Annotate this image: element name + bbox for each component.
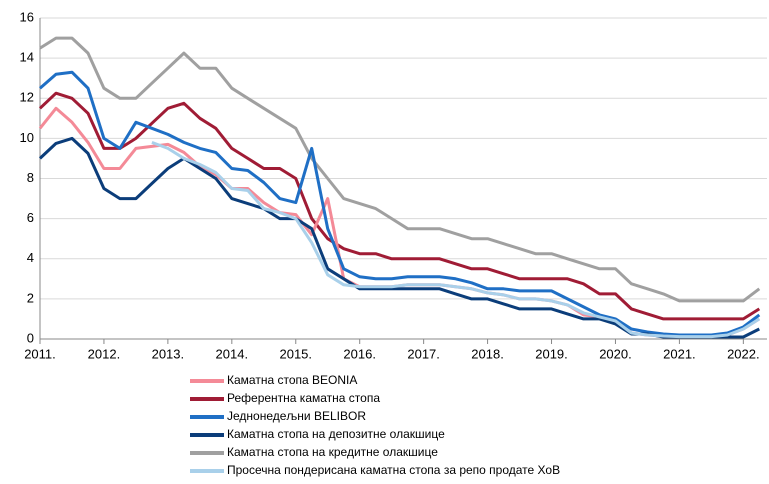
legend-label: Просечна пондерисана каматна стопа за ре… <box>227 463 560 477</box>
legend-label: Каматна стопа на кредитне олакшице <box>227 445 438 459</box>
y-tick-label: 14 <box>20 50 34 65</box>
x-tick-label: 2011. <box>24 346 56 361</box>
x-tick-label: 2019. <box>535 346 568 361</box>
series-line <box>38 91 761 321</box>
y-tick-label: 10 <box>20 130 34 145</box>
series-line <box>38 136 760 339</box>
y-tick-label: 16 <box>20 9 34 24</box>
x-tick-label: 2022. <box>727 346 760 361</box>
series-line <box>151 140 761 339</box>
legend-label: Каматна стопа на депозитне олакшице <box>227 427 445 441</box>
x-tick-label: 2015. <box>279 346 312 361</box>
y-tick-label: 2 <box>27 290 34 305</box>
y-tick-label: 0 <box>27 330 34 345</box>
x-tick-label: 2012. <box>88 346 121 361</box>
x-tick-label: 2020. <box>599 346 632 361</box>
x-tick-label: 2013. <box>152 346 185 361</box>
series-line <box>39 36 761 303</box>
x-tick-label: 2021. <box>663 346 696 361</box>
legend-label: Једнонедељни BELIBOR <box>227 409 366 423</box>
legend-label: Каматна стопа BEONIA <box>227 373 357 387</box>
y-tick-label: 4 <box>27 250 34 265</box>
x-tick-label: 2016. <box>343 346 376 361</box>
x-tick-label: 2018. <box>471 346 504 361</box>
y-tick-label: 6 <box>27 210 34 225</box>
series-line <box>39 70 761 337</box>
y-tick-label: 8 <box>27 170 34 185</box>
legend-label: Референтна каматна стопа <box>227 391 380 405</box>
y-tick-label: 12 <box>20 90 34 105</box>
x-tick-label: 2017. <box>407 346 440 361</box>
x-tick-label: 2014. <box>216 346 249 361</box>
